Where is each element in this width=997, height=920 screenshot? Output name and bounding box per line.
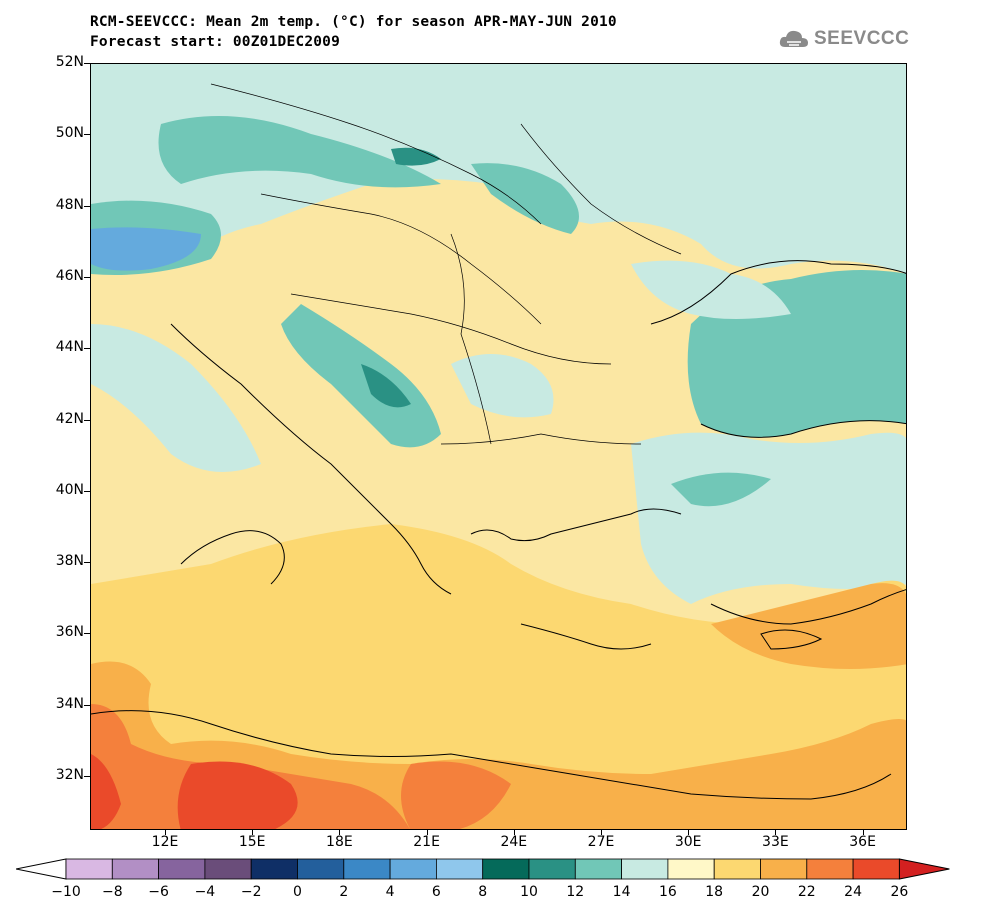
lat-tick (84, 134, 90, 136)
lat-label: 52N (55, 54, 84, 70)
lat-tick (84, 490, 90, 492)
lat-tick (84, 348, 90, 350)
colorbar-swatch (250, 858, 298, 880)
lon-label: 30E (674, 834, 702, 850)
lat-label: 36N (55, 624, 84, 641)
lon-tick (775, 830, 777, 835)
colorbar-label: 16 (658, 884, 677, 900)
colorbar-right-arrow (898, 858, 950, 880)
lat-tick (84, 776, 90, 777)
map-canvas (91, 64, 906, 829)
colorbar-label: 0 (293, 884, 302, 900)
lon-tick (165, 830, 166, 835)
lon-label: 21E (413, 834, 440, 850)
colorbar-label: −6 (148, 884, 169, 900)
logo-text: SEEVCCC (814, 28, 910, 49)
colorbar-swatch (806, 858, 854, 880)
colorbar-label: 24 (844, 884, 862, 900)
lat-label: 46N (55, 267, 84, 284)
colorbar-swatch (852, 858, 900, 880)
colorbar-swatch (435, 858, 484, 880)
lat-label: 40N (55, 481, 84, 498)
colorbar-label: 14 (612, 884, 631, 900)
colorbar-label: 18 (705, 884, 724, 900)
lon-tick (426, 830, 428, 835)
lon-label: 12E (151, 834, 179, 850)
colorbar (15, 858, 981, 884)
colorbar-label: −8 (101, 884, 123, 900)
colorbar-swatch (667, 858, 715, 880)
lat-label: 32N (55, 767, 84, 783)
cloud-logo-icon (779, 30, 808, 47)
colorbar-left-arrow (15, 858, 67, 880)
colorbar-swatch (713, 858, 761, 880)
colorbar-swatches (15, 858, 950, 880)
title-line-2: Forecast start: 00Z01DEC2009 (90, 34, 341, 50)
lat-tick (84, 633, 90, 635)
colorbar-label: 2 (339, 884, 349, 900)
lon-tick (513, 830, 515, 835)
colorbar-swatch (760, 858, 808, 880)
colorbar-label: 10 (520, 884, 538, 900)
colorbar-swatch (343, 858, 391, 880)
lat-tick (84, 205, 90, 207)
colorbar-label: 12 (566, 884, 585, 900)
colorbar-swatch (158, 858, 206, 880)
lat-tick (84, 419, 90, 421)
lat-label: 50N (55, 125, 84, 142)
lon-label: 33E (762, 834, 789, 850)
lat-label: 34N (55, 695, 84, 712)
colorbar-swatch (528, 858, 576, 880)
lon-label: 15E (238, 834, 266, 850)
colorbar-swatch (482, 858, 530, 880)
lon-tick (862, 830, 864, 835)
colorbar-label: 22 (797, 884, 816, 900)
colorbar-swatch (574, 858, 622, 880)
lat-tick (84, 562, 90, 564)
colorbar-swatch (389, 858, 437, 880)
map-title: RCM-SEEVCCC: Mean 2m temp. (°C) for seas… (90, 12, 617, 52)
title-line-1: RCM-SEEVCCC: Mean 2m temp. (°C) for seas… (90, 14, 617, 30)
lon-label: 24E (500, 834, 528, 850)
lon-tick (601, 830, 602, 835)
lon-label: 18E (326, 834, 353, 850)
colorbar-label: 20 (751, 884, 770, 900)
lon-label: 27E (587, 834, 615, 850)
colorbar-label: −2 (240, 884, 262, 900)
colorbar-label: 26 (890, 884, 909, 900)
colorbar-swatch (297, 858, 345, 880)
lon-label: 36E (849, 834, 876, 850)
temperature-map[interactable] (90, 63, 907, 830)
seevccc-logo: SEEVCCC (778, 26, 909, 52)
colorbar-label: −4 (194, 884, 216, 900)
colorbar-swatch (111, 858, 160, 880)
lon-tick (688, 830, 690, 835)
colorbar-label: −10 (51, 884, 81, 900)
lat-tick (84, 276, 90, 278)
lat-label: 48N (55, 196, 84, 213)
colorbar-swatch (204, 858, 252, 880)
lat-tick (84, 704, 90, 706)
lat-label: 44N (55, 339, 84, 356)
colorbar-swatch (65, 858, 113, 880)
colorbar-label: 6 (431, 884, 441, 900)
lon-tick (339, 830, 341, 835)
lat-label: 38N (55, 553, 84, 570)
lat-tick (84, 63, 90, 64)
colorbar-label: 8 (478, 884, 488, 900)
lon-tick (252, 830, 254, 835)
colorbar-label: 4 (385, 884, 395, 900)
colorbar-swatch (621, 858, 669, 880)
lat-label: 42N (55, 410, 84, 427)
